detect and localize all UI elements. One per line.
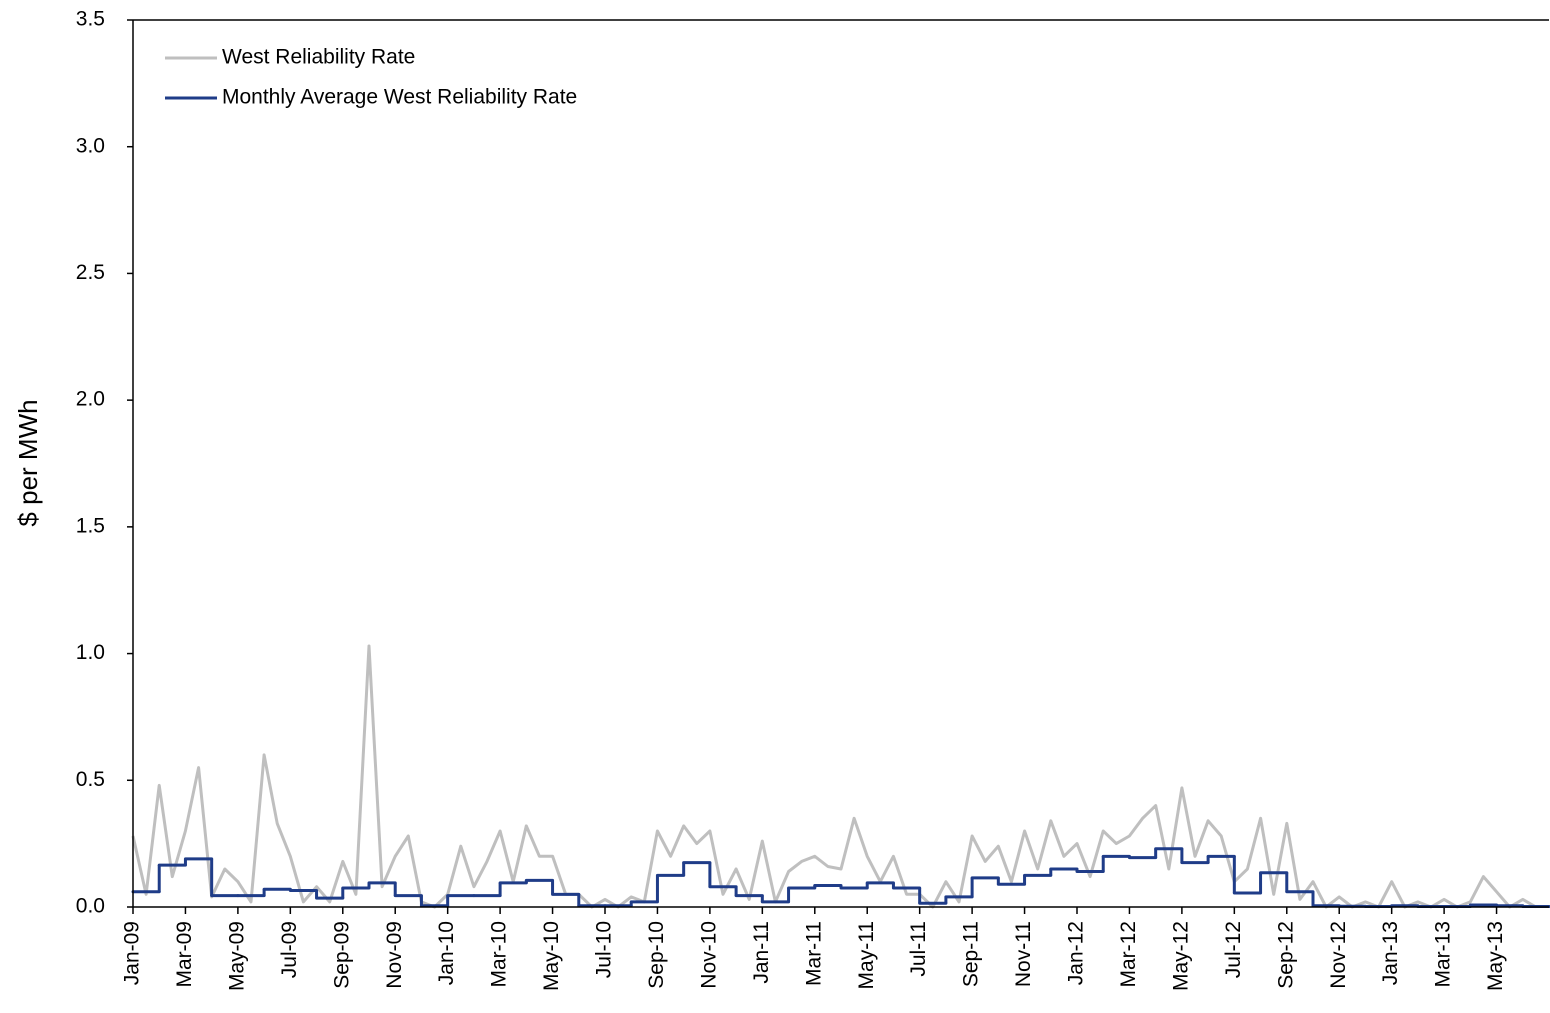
y-axis-title: $ per MWh [13, 399, 43, 526]
y-tick-label: 0.5 [76, 768, 105, 791]
y-tick-label: 3.0 [76, 134, 105, 157]
x-tick-label: Nov-10 [697, 921, 720, 989]
x-tick-label: May-12 [1169, 921, 1192, 991]
x-tick-label: Jul-11 [907, 921, 930, 977]
x-tick-label: Sep-11 [960, 921, 983, 987]
x-tick-label: Mar-11 [802, 921, 825, 986]
x-tick-label: Jan-10 [435, 921, 458, 985]
y-tick-label: 2.0 [76, 388, 105, 411]
y-tick-label: 1.0 [76, 641, 105, 664]
y-tick-label: 0.0 [76, 895, 105, 918]
x-tick-label: Sep-10 [645, 921, 668, 989]
y-tick-label: 1.5 [76, 514, 105, 537]
x-tick-label: Sep-12 [1274, 921, 1297, 989]
legend-label: Monthly Average West Reliability Rate [222, 86, 577, 109]
x-tick-label: Nov-12 [1327, 921, 1350, 989]
x-tick-label: Mar-10 [488, 921, 511, 988]
x-tick-label: Jul-09 [278, 921, 301, 978]
series-line [131, 644, 1537, 909]
x-tick-label: Jan-09 [121, 921, 144, 985]
x-tick-label: May-09 [225, 921, 248, 991]
x-tick-label: May-10 [540, 921, 563, 991]
x-tick-label: Jan-11 [750, 921, 773, 984]
x-tick-label: Nov-09 [383, 921, 406, 989]
x-tick-label: Jan-12 [1065, 921, 1088, 985]
x-tick-label: May-13 [1484, 921, 1507, 991]
x-tick-label: May-11 [855, 921, 878, 989]
x-tick-label: Sep-09 [330, 921, 353, 989]
x-tick-label: Mar-09 [173, 921, 196, 988]
y-tick-label: 3.5 [76, 8, 105, 31]
x-tick-label: Mar-12 [1117, 921, 1140, 988]
x-tick-label: Mar-13 [1432, 921, 1455, 988]
x-tick-label: Jul-10 [593, 921, 616, 978]
y-tick-label: 2.5 [76, 261, 105, 284]
x-tick-label: Jan-13 [1379, 921, 1402, 985]
legend-label: West Reliability Rate [222, 46, 415, 69]
x-tick-label: Nov-11 [1012, 921, 1035, 987]
x-tick-label: Jul-12 [1222, 921, 1245, 978]
